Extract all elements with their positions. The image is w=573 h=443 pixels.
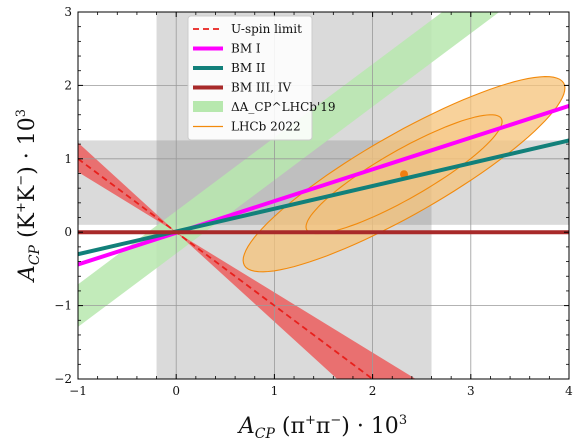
- x-axis-label: ACP (π+π−) · 103: [237, 413, 407, 442]
- delta-acp-band: [78, 12, 500, 327]
- x-tick-label: 4: [565, 384, 573, 398]
- legend-swatch-a-cp-lhcb-19: [193, 101, 223, 112]
- ticks-layer: [77, 11, 570, 380]
- legend-label-bm-iii-iv: BM III, IV: [231, 81, 292, 95]
- x-tick-label: 0: [172, 384, 180, 398]
- legend-label-u-spin-limit: U-spin limit: [231, 22, 302, 36]
- y-tick-label: −2: [54, 372, 72, 386]
- svg-text:ACP (K+K−) · 103: ACP (K+K−) · 103: [14, 109, 43, 283]
- y-tick-label: −1: [54, 299, 72, 313]
- legend-label-bm-ii: BM II: [231, 61, 266, 75]
- legend-label-bm-i: BM I: [231, 42, 261, 56]
- plot-frame: [77, 11, 570, 380]
- y-axis-label: ACP (K+K−) · 103: [14, 109, 43, 283]
- x-tick-label: 1: [271, 384, 279, 398]
- legend: U-spin limit BM I BM II BM III, IV ΔA_CP^LHC…: [187, 15, 336, 141]
- series-line-bm-ii: [78, 138, 569, 257]
- series-line-u-spin-limit: [78, 158, 374, 379]
- y-tick-label: 0: [64, 225, 72, 239]
- svg-text:ACP (π+π−) · 103: ACP (π+π−) · 103: [237, 413, 407, 442]
- series-line-bm-i: [78, 104, 569, 267]
- x-tick-label: 2: [369, 384, 377, 398]
- legend-label-a-cp-lhcb-19: ΔA_CP^LHCb'19: [231, 100, 336, 114]
- y-tick-label: 3: [64, 5, 72, 19]
- legend-label-lhcb-2022: LHCb 2022: [231, 120, 301, 134]
- y-tick-label: 1: [64, 152, 72, 166]
- y-tick-label: 2: [64, 78, 72, 92]
- x-tick-label: 3: [467, 384, 475, 398]
- plot-layer: [78, 12, 569, 379]
- x-tick-label: −1: [69, 384, 87, 398]
- uspin-region-left: [78, 142, 177, 233]
